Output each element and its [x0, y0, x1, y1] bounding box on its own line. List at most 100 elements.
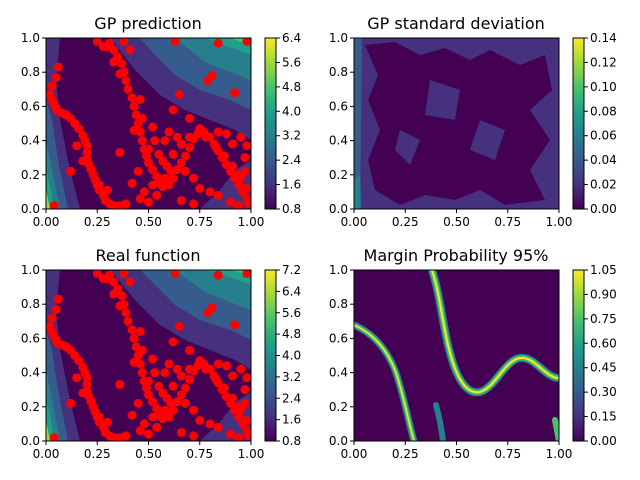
scatter-point [148, 412, 158, 422]
scatter-point [166, 166, 176, 176]
scatter-point [129, 357, 139, 367]
colorbar-tick-label: 6.4 [282, 31, 301, 45]
colorbar-tick-label: 1.6 [282, 178, 301, 192]
scatter-point [150, 136, 160, 146]
scatter-point [236, 132, 246, 142]
scatter-point [180, 151, 190, 161]
y-tick-label: 0.6 [329, 99, 348, 113]
colorbar-ticks: 0.8 1.6 2.4 3.2 4.0 4.8 5.6 6.4 7.2 [276, 263, 301, 448]
scatter-point [174, 89, 184, 99]
scatter-point [219, 383, 229, 393]
scatter-point [226, 429, 235, 439]
scatter-point [242, 415, 251, 425]
scatter-point [82, 148, 92, 158]
contour-plot [354, 38, 559, 209]
colorbar-tick-label: 0.00 [590, 434, 617, 448]
panel-margin-probability: Margin Probability 95% 0.00 0.25 0.50 0.75 1… [329, 246, 617, 461]
scatter-point [115, 301, 125, 311]
scatter-point [221, 361, 231, 371]
colorbar-tick-label: 4.0 [282, 349, 301, 363]
x-tick-label: 0.25 [392, 215, 419, 229]
scatter-point [78, 388, 88, 398]
scatter-point [125, 45, 135, 55]
scatter-point [152, 172, 162, 182]
scatter-point [139, 419, 149, 429]
x-tick-label: 1.00 [546, 215, 573, 229]
scatter-point [213, 190, 223, 200]
scatter-point [234, 412, 244, 422]
colorbar: 0.8 1.6 2.4 3.2 4.0 4.8 5.6 6.4 [264, 31, 301, 216]
colorbar-tick-label: 0.02 [590, 178, 617, 192]
scatter-point [228, 371, 238, 381]
x-tick-label: 0.75 [186, 215, 213, 229]
panel-title: GP standard deviation [367, 14, 545, 33]
colorbar-tick-label: 2.4 [282, 391, 301, 405]
scatter-point [213, 38, 223, 48]
scatter-point [144, 158, 153, 168]
scatter-point [47, 313, 57, 323]
scatter-point [141, 151, 151, 161]
scatter-point [160, 173, 170, 183]
scatter-point [234, 180, 244, 190]
colorbar-tick-label: 0.75 [590, 312, 617, 326]
scatter-point [103, 417, 112, 427]
y-tick-label: 0.0 [21, 202, 40, 216]
scatter-point [211, 374, 221, 384]
scatter-point [240, 385, 250, 395]
scatter-points [46, 38, 251, 209]
scatter-point [148, 180, 158, 190]
scatter-point [228, 139, 238, 149]
y-tick-label: 0.0 [21, 434, 40, 448]
scatter-point [160, 405, 170, 415]
x-axis: 0.00 0.25 0.50 0.75 1.00 [33, 209, 264, 229]
y-tick-label: 0.0 [329, 202, 348, 216]
scatter-point [219, 151, 229, 161]
scatter-point [144, 429, 153, 439]
scatter-point [174, 321, 184, 331]
x-tick-label: 0.75 [494, 447, 521, 461]
y-axis: 0.0 0.2 0.4 0.6 0.8 1.0 [329, 263, 354, 448]
scatter-point [121, 308, 131, 318]
scatter-point [185, 113, 194, 123]
scatter-point [47, 81, 57, 91]
scatter-point [117, 291, 127, 301]
scatter-point [127, 93, 137, 103]
scatter-point [49, 433, 59, 441]
y-tick-label: 0.6 [21, 99, 40, 113]
y-tick-label: 1.0 [21, 31, 40, 45]
scatter-point [168, 381, 178, 391]
panel-real-function: Real function 0.00 0.25 0.50 0.75 1.00 0.00.… [21, 246, 301, 461]
scatter-point [92, 270, 102, 278]
scatter-point [53, 294, 63, 304]
colorbar-tick-label: 0.08 [590, 104, 617, 118]
scatter-point [82, 373, 92, 383]
scatter-point [221, 129, 231, 139]
scatter-point [236, 173, 246, 183]
scatter-point [176, 139, 186, 149]
x-tick-label: 1.00 [238, 447, 265, 461]
scatter-point [148, 354, 158, 364]
x-tick-label: 0.00 [33, 215, 60, 229]
scatter-point [117, 59, 127, 69]
x-tick-label: 0.50 [443, 215, 470, 229]
scatter-point [103, 185, 112, 195]
scatter-point [144, 197, 153, 207]
y-tick-label: 0.8 [21, 65, 40, 79]
colorbar-ticks: 0.00 0.15 0.30 0.45 0.60 0.75 0.90 1.05 [584, 263, 617, 448]
y-tick-label: 0.8 [21, 297, 40, 311]
scatter-point [115, 148, 125, 158]
y-axis: 0.0 0.2 0.4 0.6 0.8 1.0 [329, 31, 354, 216]
scatter-point [189, 173, 199, 183]
scatter-point [154, 381, 164, 391]
colorbar-tick-label: 3.2 [282, 370, 301, 384]
colorbar: 0.00 0.15 0.30 0.45 0.60 0.75 0.90 1.05 [572, 263, 617, 448]
scatter-point [242, 141, 251, 151]
scatter-point [195, 183, 205, 193]
scatter-point [242, 183, 251, 193]
colorbar-tick-label: 0.10 [590, 80, 617, 94]
scatter-point [201, 132, 211, 142]
scatter-point [148, 122, 158, 132]
scatter-point [129, 101, 139, 111]
scatter-point [244, 431, 251, 441]
scatter-point [203, 308, 213, 318]
